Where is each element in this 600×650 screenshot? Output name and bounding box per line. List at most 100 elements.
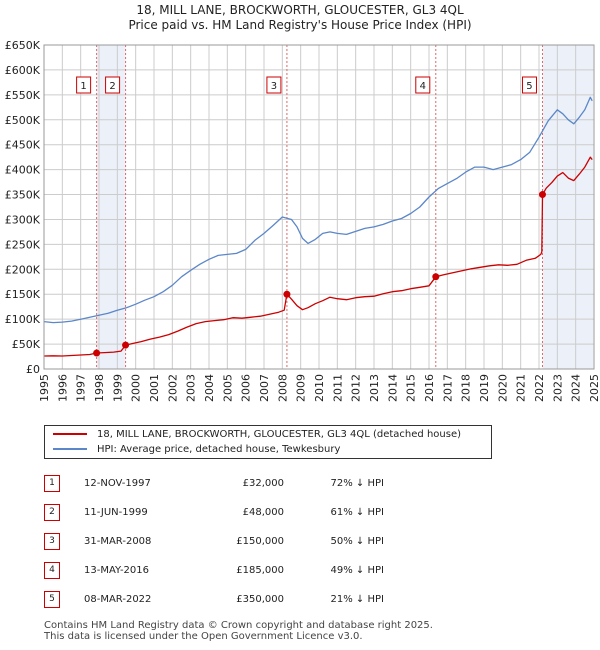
x-tick-label: 2012: [350, 374, 363, 402]
chart-legend: 18, MILL LANE, BROCKWORTH, GLOUCESTER, G…: [44, 425, 492, 459]
sale-point: [93, 349, 101, 357]
sale-marker-label: 3: [271, 81, 277, 92]
sale-price: £350,000: [236, 594, 284, 605]
x-tick-label: 2019: [478, 374, 491, 402]
sale-marker-box: [105, 76, 121, 94]
sale-marker-box: [521, 76, 537, 94]
plot-frame: [43, 44, 595, 370]
sale-number-badge: 1: [44, 475, 60, 492]
x-tick-label: 2014: [386, 374, 399, 402]
x-tick-label: 1997: [75, 374, 88, 402]
sale-date: 08-MAR-2022: [84, 594, 152, 605]
sale-hpi-diff: 72% ↓ HPI: [330, 478, 384, 489]
x-tick-label: 2006: [240, 374, 253, 402]
y-tick-label: £450K: [5, 139, 41, 152]
sale-point: [283, 290, 291, 298]
y-tick-label: £300K: [5, 213, 41, 226]
x-tick-label: 2013: [368, 374, 381, 402]
footer-line-1: Contains HM Land Registry data © Crown c…: [44, 620, 433, 631]
y-tick-label: £150K: [5, 288, 41, 301]
table-row: 4 13-MAY-2016 £185,000 49% ↓ HPI: [44, 556, 384, 585]
x-tick-label: 2002: [166, 374, 179, 402]
sale-hpi-diff: 21% ↓ HPI: [330, 594, 384, 605]
sale-date: 31-MAR-2008: [84, 536, 152, 547]
x-tick-label: 2020: [496, 374, 509, 402]
x-tick-label: 2022: [533, 374, 546, 402]
sale-number-badge: 3: [44, 533, 60, 550]
x-tick-label: 2003: [185, 374, 198, 402]
sale-price: £48,000: [242, 507, 284, 518]
sale-marker-box: [76, 76, 92, 94]
sale-number-badge: 2: [44, 504, 60, 521]
x-tick-label: 2000: [130, 374, 143, 402]
legend-red-line: [53, 433, 87, 435]
x-tick-label: 2015: [405, 374, 418, 402]
hpi-line: [43, 96, 593, 324]
x-tick-label: 2024: [570, 374, 583, 402]
sale-marker-box: [266, 76, 282, 94]
shaded-band: [542, 45, 594, 369]
sales-table: 1 12-NOV-1997 £32,000 72% ↓ HPI 2 11-JUN…: [44, 469, 384, 614]
x-tick-label: 2017: [441, 374, 454, 402]
legend-entry-hpi: HPI: Average price, detached house, Tewk…: [53, 442, 340, 458]
shaded-band: [96, 45, 126, 369]
chart-title-line-2: Price paid vs. HM Land Registry's House …: [128, 18, 472, 32]
x-tick-label: 2010: [313, 374, 326, 402]
x-tick-label: 2016: [423, 374, 436, 402]
y-tick-label: £400K: [5, 164, 41, 177]
y-tick-label: £650K: [5, 39, 41, 52]
x-tick-label: 1996: [56, 374, 69, 402]
sale-hpi-diff: 50% ↓ HPI: [330, 536, 384, 547]
y-tick-label: £0: [26, 363, 40, 376]
sale-point: [432, 273, 440, 281]
sale-point: [122, 341, 130, 349]
property-price-line: [43, 156, 593, 357]
x-tick-label: 1998: [93, 374, 106, 402]
sale-number-badge: 4: [44, 562, 60, 579]
footer-line-2: This data is licensed under the Open Gov…: [44, 631, 363, 642]
legend-property-label: 18, MILL LANE, BROCKWORTH, GLOUCESTER, G…: [97, 429, 462, 440]
x-tick-label: 2018: [460, 374, 473, 402]
table-row: 1 12-NOV-1997 £32,000 72% ↓ HPI: [44, 469, 384, 498]
sale-marker-label: 5: [526, 81, 532, 92]
y-tick-label: £50K: [12, 338, 41, 351]
y-tick-label: £550K: [5, 89, 41, 102]
x-tick-label: 2008: [276, 374, 289, 402]
sale-price: £32,000: [242, 478, 284, 489]
table-row: 3 31-MAR-2008 £150,000 50% ↓ HPI: [44, 527, 384, 556]
y-tick-label: £500K: [5, 114, 41, 127]
sale-price: £185,000: [236, 565, 284, 576]
chart-title-line-1: 18, MILL LANE, BROCKWORTH, GLOUCESTER, G…: [136, 3, 464, 17]
sale-marker-label: 1: [80, 81, 86, 92]
y-tick-label: £250K: [5, 238, 41, 251]
y-tick-label: £100K: [5, 313, 41, 326]
y-tick-label: £600K: [5, 64, 41, 77]
sale-marker-box: [415, 76, 431, 94]
sale-date: 12-NOV-1997: [84, 478, 151, 489]
legend-blue-line: [53, 448, 87, 450]
legend-hpi-label: HPI: Average price, detached house, Tewk…: [97, 444, 341, 455]
y-tick-label: £200K: [5, 263, 41, 276]
sale-marker-label: 2: [109, 81, 115, 92]
x-tick-label: 2021: [515, 374, 528, 402]
price-chart: £0 £50K £100K £150K £200K £250K £300K £350K £400…: [5, 39, 600, 402]
legend-entry-property: 18, MILL LANE, BROCKWORTH, GLOUCESTER, G…: [53, 427, 461, 443]
x-tick-label: 2005: [221, 374, 234, 402]
sale-number-badge: 5: [44, 591, 60, 608]
x-tick-label: 2011: [331, 374, 344, 402]
x-tick-label: 1999: [111, 374, 124, 402]
sale-price: £150,000: [236, 536, 284, 547]
x-tick-label: 2025: [588, 374, 600, 402]
sale-date: 11-JUN-1999: [84, 507, 148, 518]
table-row: 5 08-MAR-2022 £350,000 21% ↓ HPI: [44, 585, 384, 614]
x-tick-label: 2001: [148, 374, 161, 402]
attribution-footer: Contains HM Land Registry data © Crown c…: [44, 620, 584, 642]
y-tick-label: £350K: [5, 189, 41, 202]
table-row: 2 11-JUN-1999 £48,000 61% ↓ HPI: [44, 498, 384, 527]
x-tick-label: 2009: [295, 374, 308, 402]
sale-date: 13-MAY-2016: [84, 565, 150, 576]
x-tick-label: 2007: [258, 374, 271, 402]
sale-hpi-diff: 61% ↓ HPI: [330, 507, 384, 518]
sale-marker-label: 4: [420, 81, 426, 92]
sale-hpi-diff: 49% ↓ HPI: [330, 565, 384, 576]
